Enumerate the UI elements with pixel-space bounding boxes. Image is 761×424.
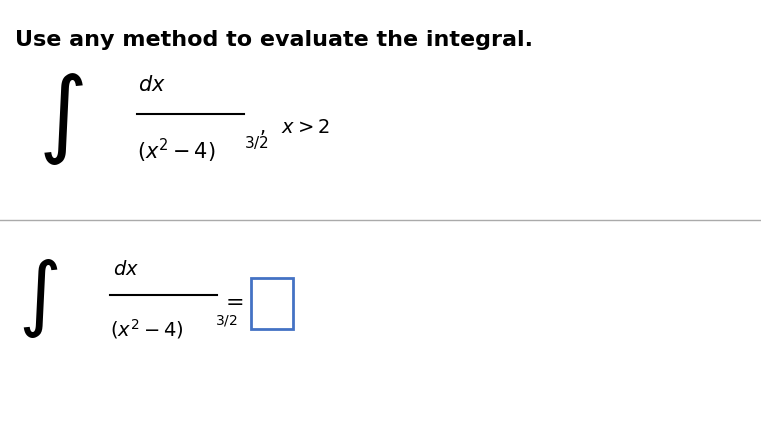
Text: $(x^2-4)$: $(x^2-4)$ bbox=[137, 137, 215, 165]
FancyBboxPatch shape bbox=[251, 278, 293, 329]
Text: $\int$: $\int$ bbox=[18, 258, 58, 340]
Text: $dx$: $dx$ bbox=[139, 75, 166, 95]
Text: $=$: $=$ bbox=[221, 291, 244, 311]
Text: $dx$: $dx$ bbox=[113, 260, 139, 279]
Text: $(x^2-4)$: $(x^2-4)$ bbox=[110, 317, 184, 340]
Text: $,\ \ x>2$: $,\ \ x>2$ bbox=[259, 117, 330, 137]
Text: $3/2$: $3/2$ bbox=[215, 313, 237, 329]
Text: Use any method to evaluate the integral.: Use any method to evaluate the integral. bbox=[15, 30, 533, 50]
Text: $\int$: $\int$ bbox=[38, 71, 84, 167]
Text: $3/2$: $3/2$ bbox=[244, 134, 268, 151]
